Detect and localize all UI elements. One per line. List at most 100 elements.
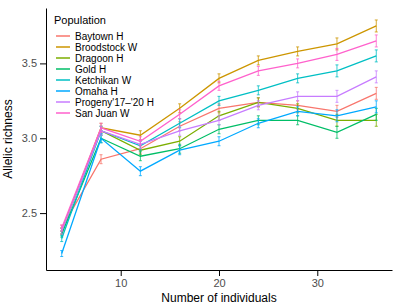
- y-tick: 3.0: [22, 132, 46, 144]
- error-bar-stem: [179, 137, 180, 146]
- error-bar-cap: [335, 76, 338, 77]
- error-bar-cap: [60, 225, 63, 226]
- x-tick: 10: [115, 270, 127, 289]
- error-bar-cap: [296, 73, 299, 74]
- error-bar-cap: [178, 136, 181, 137]
- error-bar-cap: [335, 126, 338, 127]
- error-bar: [100, 123, 103, 132]
- error-bar-stem: [140, 137, 141, 146]
- error-bar-cap: [257, 118, 260, 119]
- error-bar-cap: [218, 90, 221, 91]
- error-bar: [218, 74, 221, 83]
- series: [60, 20, 378, 234]
- error-bar-cap: [218, 145, 221, 146]
- error-bar-cap: [100, 154, 103, 155]
- error-bar-cap: [296, 124, 299, 125]
- error-bar-stem: [179, 126, 180, 135]
- x-axis: 102030: [47, 270, 393, 289]
- error-bar-cap: [139, 148, 142, 149]
- error-bar-stem: [61, 225, 62, 231]
- legend-label: Omaha H: [75, 86, 118, 97]
- series: [60, 101, 378, 257]
- error-bar-stem: [258, 101, 259, 110]
- error-bar-cap: [375, 34, 378, 35]
- error-bar-cap: [335, 102, 338, 103]
- error-bar-stem: [258, 86, 259, 95]
- error-bar: [257, 86, 260, 95]
- error-bar: [335, 90, 338, 102]
- error-bar-stem: [219, 81, 220, 90]
- error-bar-cap: [139, 145, 142, 146]
- y-axis-title: Allelic richness: [1, 99, 15, 178]
- legend-item: Omaha H: [56, 86, 118, 97]
- error-bar: [335, 48, 338, 60]
- error-bar-cap: [218, 105, 221, 106]
- error-bar-stem: [376, 35, 377, 47]
- error-bar: [218, 137, 221, 146]
- series: [60, 50, 378, 242]
- error-bar: [60, 225, 63, 231]
- series-line: [62, 41, 377, 228]
- error-bar-cap: [60, 234, 63, 235]
- legend-item: Baytown H: [56, 31, 123, 42]
- series-line: [62, 102, 377, 231]
- error-bar-cap: [178, 145, 181, 146]
- error-bar-cap: [296, 82, 299, 83]
- error-bar-cap: [296, 55, 299, 56]
- error-bar-stem: [219, 96, 220, 105]
- error-bar-stem: [258, 56, 259, 65]
- error-bar-cap: [60, 250, 63, 251]
- legend-swatch: [56, 57, 70, 59]
- error-bar-cap: [139, 160, 142, 161]
- error-bar-stem: [219, 116, 220, 125]
- legend-swatch: [56, 46, 70, 48]
- error-bar: [100, 134, 103, 143]
- x-tick: 30: [312, 270, 324, 289]
- error-bar-cap: [335, 37, 338, 38]
- error-bar-cap: [100, 123, 103, 124]
- error-bar: [296, 92, 299, 101]
- error-bar-stem: [336, 110, 337, 122]
- error-bar-stem: [101, 123, 102, 132]
- error-bar: [218, 81, 221, 90]
- error-bar-cap: [296, 46, 299, 47]
- error-bar-cap: [335, 138, 338, 139]
- error-bar: [139, 167, 142, 176]
- error-bar-cap: [60, 241, 63, 242]
- error-bar: [335, 126, 338, 138]
- error-bar-cap: [375, 19, 378, 20]
- error-bar-cap: [100, 132, 103, 133]
- error-bar: [218, 104, 221, 113]
- error-bar-cap: [296, 91, 299, 92]
- y-tick-label: 3.0: [22, 132, 37, 144]
- error-bar-cap: [335, 126, 338, 127]
- error-bar-stem: [336, 126, 337, 138]
- error-bar-cap: [218, 124, 221, 125]
- error-bar-cap: [139, 175, 142, 176]
- error-bar-stem: [376, 101, 377, 113]
- error-bar-cap: [375, 70, 378, 71]
- error-bar-stem: [140, 152, 141, 161]
- legend-label: Baytown H: [75, 31, 123, 42]
- x-tick-mark: [219, 270, 220, 276]
- error-bar: [375, 20, 378, 32]
- y-axis: 2.53.03.5: [22, 9, 47, 271]
- error-bar: [178, 110, 181, 119]
- error-bar-stem: [336, 38, 337, 50]
- error-bar-cap: [100, 123, 103, 124]
- x-tick-label: 30: [312, 277, 324, 289]
- legend-item: Dragoon H: [56, 53, 123, 64]
- error-bar-cap: [60, 225, 63, 226]
- error-bar-cap: [100, 163, 103, 164]
- error-bar-cap: [60, 235, 63, 236]
- x-axis-title: Number of individuals: [161, 291, 276, 305]
- error-bar-cap: [296, 106, 299, 107]
- error-bar-cap: [257, 64, 260, 65]
- error-bar-stem: [179, 146, 180, 155]
- legend-label: Ketchikan W: [75, 75, 132, 86]
- error-bar-stem: [336, 65, 337, 77]
- error-bar-stem: [297, 74, 298, 83]
- error-bar-cap: [178, 154, 181, 155]
- error-bar-cap: [296, 58, 299, 59]
- error-bar-cap: [178, 118, 181, 119]
